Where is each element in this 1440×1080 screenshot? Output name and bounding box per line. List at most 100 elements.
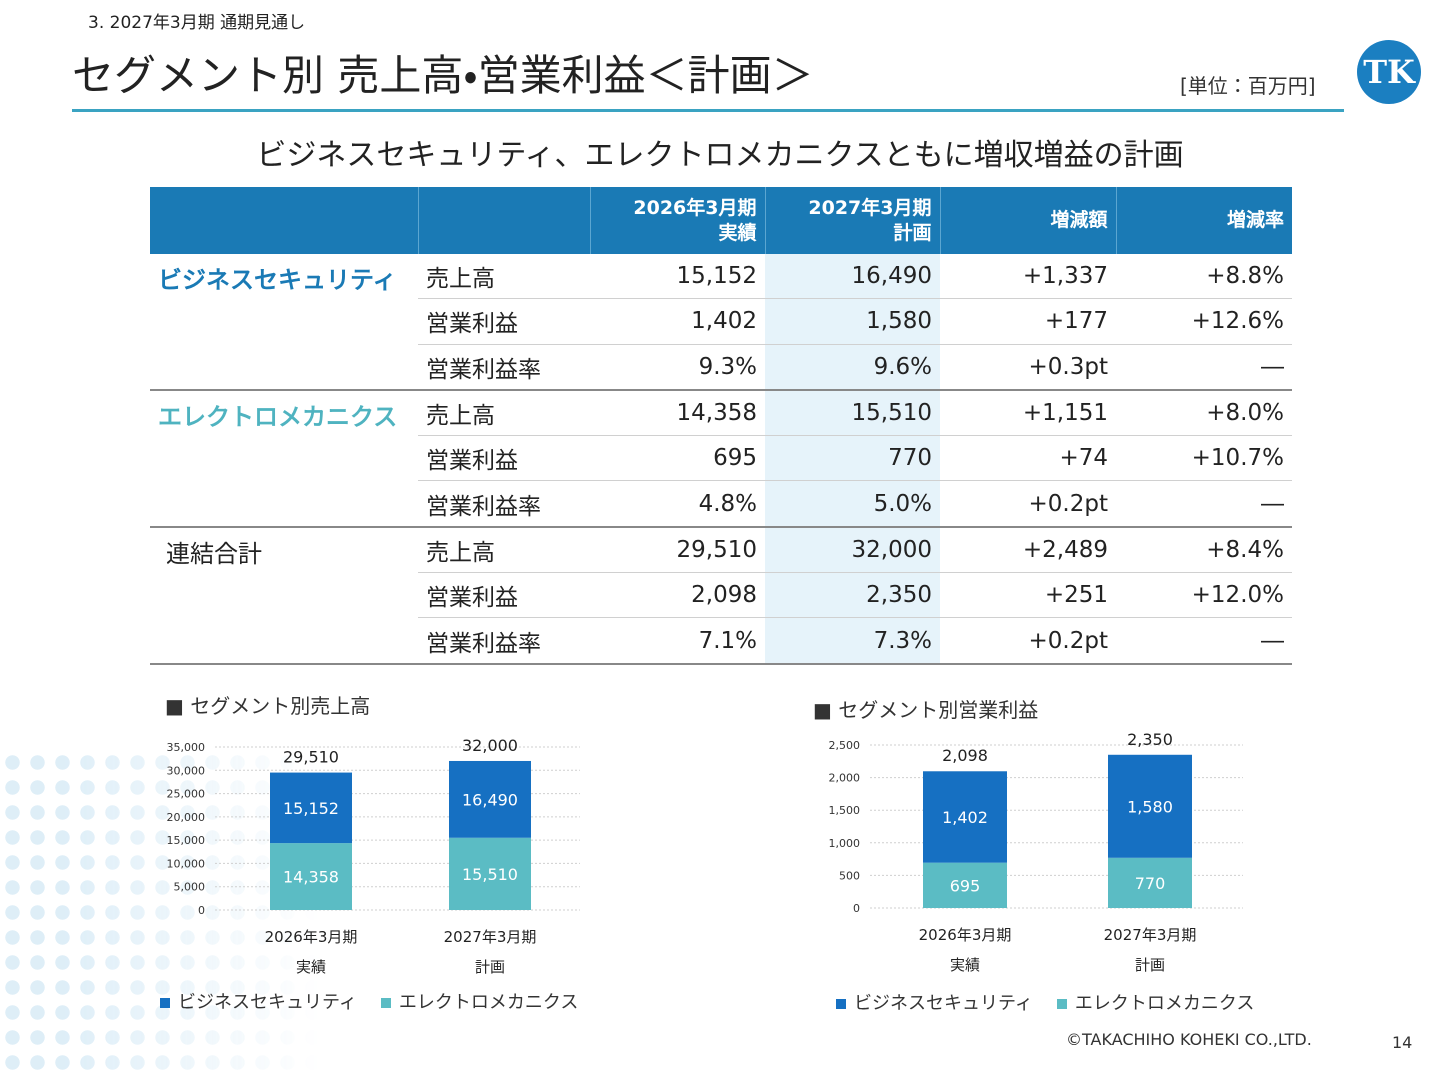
bar-segment <box>923 771 1007 863</box>
y-tick-label: 20,000 <box>167 811 206 824</box>
row-label: 営業利益 <box>418 298 590 345</box>
legend-item: エレクトロメカニクス <box>380 988 579 1014</box>
legend-label: ビジネスセキュリティ <box>178 992 357 1013</box>
cell: 2,098 <box>590 572 765 619</box>
table-row: 営業利益 1,402 1,580 +177 +12.6% <box>150 298 1292 345</box>
title-rule <box>72 109 1344 112</box>
data-label: 15,152 <box>283 799 339 818</box>
x-tick-label: 2026年3月期 実績 <box>264 928 358 976</box>
cell: 16,490 <box>765 254 940 300</box>
bar-segment <box>270 843 352 910</box>
group-label: ビジネスセキュリティ <box>150 254 418 391</box>
data-label: 1,402 <box>942 808 988 827</box>
header-cell: 2026年3月期 実績 <box>589 187 765 254</box>
y-tick-label: 0 <box>853 902 860 915</box>
bar-segment <box>449 760 531 838</box>
data-label: 15,510 <box>462 865 518 884</box>
row-label: 営業利益 <box>418 435 590 482</box>
cell: +12.6% <box>1116 298 1292 345</box>
legend-item: ビジネスセキュリティ <box>836 989 1033 1015</box>
data-label: 14,358 <box>283 868 339 887</box>
total-label: 2,350 <box>1127 730 1173 749</box>
group-label: エレクトロメカニクス <box>150 389 418 528</box>
table-row: 営業利益率 4.8% 5.0% +0.2pt ― <box>150 480 1292 528</box>
y-tick-label: 35,000 <box>167 741 206 754</box>
cell: +8.0% <box>1116 389 1292 437</box>
row-label: 営業利益率 <box>418 480 590 528</box>
cell: 7.3% <box>765 617 940 665</box>
copyright: ©TAKACHIHO KOHEKI CO.,LTD. <box>1066 1030 1312 1049</box>
table-row: 営業利益 695 770 +74 +10.7% <box>150 435 1292 482</box>
cell: +10.7% <box>1116 435 1292 482</box>
y-tick-label: 30,000 <box>167 764 206 777</box>
cell: +0.2pt <box>940 617 1116 665</box>
cell: 14,358 <box>590 389 765 437</box>
row-label: 営業利益 <box>418 572 590 619</box>
x-tick-label: 2027年3月期 計画 <box>443 928 537 976</box>
legend-label: エレクトロメカニクス <box>398 992 579 1013</box>
y-tick-label: 500 <box>839 869 860 882</box>
bar-segment <box>1108 857 1192 908</box>
cell: 9.6% <box>765 344 940 391</box>
header-cell: 2027年3月期 計画 <box>764 187 940 254</box>
cell: +1,151 <box>940 389 1116 437</box>
cell: 1,402 <box>590 298 765 345</box>
legend: ビジネスセキュリティ エレクトロメカニクス <box>160 988 578 1014</box>
y-tick-label: 1,500 <box>829 804 861 817</box>
bar-segment <box>923 862 1007 908</box>
cell: +251 <box>940 572 1116 619</box>
row-label: 売上高 <box>418 389 590 437</box>
decoration <box>0 750 320 1080</box>
data-label: 695 <box>950 876 981 895</box>
total-label: 2,098 <box>942 746 988 765</box>
legend-swatch <box>1056 999 1067 1009</box>
cell: 695 <box>590 435 765 482</box>
header-cell: 増減率 <box>1115 187 1292 254</box>
table-row: ビジネスセキュリティ 売上高 15,152 16,490 +1,337 +8.8% <box>150 254 1292 391</box>
cell: ― <box>1116 617 1292 665</box>
chart-title: ■ セグメント別営業利益 <box>813 698 1039 722</box>
cell: +8.8% <box>1116 254 1292 300</box>
slide-title: セグメント別 売上高・営業利益＜計画＞ <box>72 51 814 100</box>
cell: 15,152 <box>590 254 765 300</box>
cell: 15,510 <box>765 389 940 437</box>
table-row: 営業利益率 9.3% 9.6% +0.3pt ― <box>150 344 1292 391</box>
bar-segment <box>1108 754 1192 858</box>
table-row: エレクトロメカニクス 売上高 14,358 15,510 +1,151 +8.0% <box>150 389 1292 528</box>
legend-item: ビジネスセキュリティ <box>160 988 357 1014</box>
y-tick-label: 2,500 <box>829 739 861 752</box>
legend-label: ビジネスセキュリティ <box>854 993 1033 1014</box>
x-tick-label: 2027年3月期 計画 <box>1103 926 1197 974</box>
total-label: 29,510 <box>283 748 339 767</box>
bar-segment <box>449 837 531 910</box>
y-tick-label: 0 <box>198 904 205 917</box>
cell: +0.2pt <box>940 480 1116 528</box>
bar-segment <box>270 772 352 844</box>
cell: +74 <box>940 435 1116 482</box>
x-tick-label: 2026年3月期 実績 <box>918 926 1012 974</box>
row-label: 売上高 <box>418 526 590 574</box>
cell: 7.1% <box>590 617 765 665</box>
chart-title: ■ セグメント別売上高 <box>165 694 371 718</box>
legend-item: エレクトロメカニクス <box>1056 989 1254 1015</box>
cell: 2,350 <box>765 572 940 619</box>
cell: 9.3% <box>590 344 765 391</box>
header-cell <box>417 187 590 254</box>
row-label: 営業利益率 <box>418 344 590 391</box>
y-tick-label: 5,000 <box>174 881 206 894</box>
section-label: 3. 2027年3月期 通期見通し <box>88 13 306 33</box>
data-label: 16,490 <box>462 790 518 809</box>
subtitle: ビジネスセキュリティ、エレクトロメカニクスともに増収増益の計画 <box>256 138 1184 173</box>
header-cell: 増減額 <box>939 187 1116 254</box>
cell: +177 <box>940 298 1116 345</box>
cell: ― <box>1116 344 1292 391</box>
logo: TK <box>1357 40 1421 104</box>
row-label: 営業利益率 <box>418 617 590 665</box>
legend-swatch <box>160 998 170 1008</box>
page-number: 14 <box>1392 1033 1413 1052</box>
legend: ビジネスセキュリティ エレクトロメカニクス <box>836 989 1254 1015</box>
group-label: 連結合計 <box>150 526 418 665</box>
cell: ― <box>1116 480 1292 528</box>
y-tick-label: 15,000 <box>167 834 206 847</box>
total-label: 32,000 <box>462 736 518 755</box>
